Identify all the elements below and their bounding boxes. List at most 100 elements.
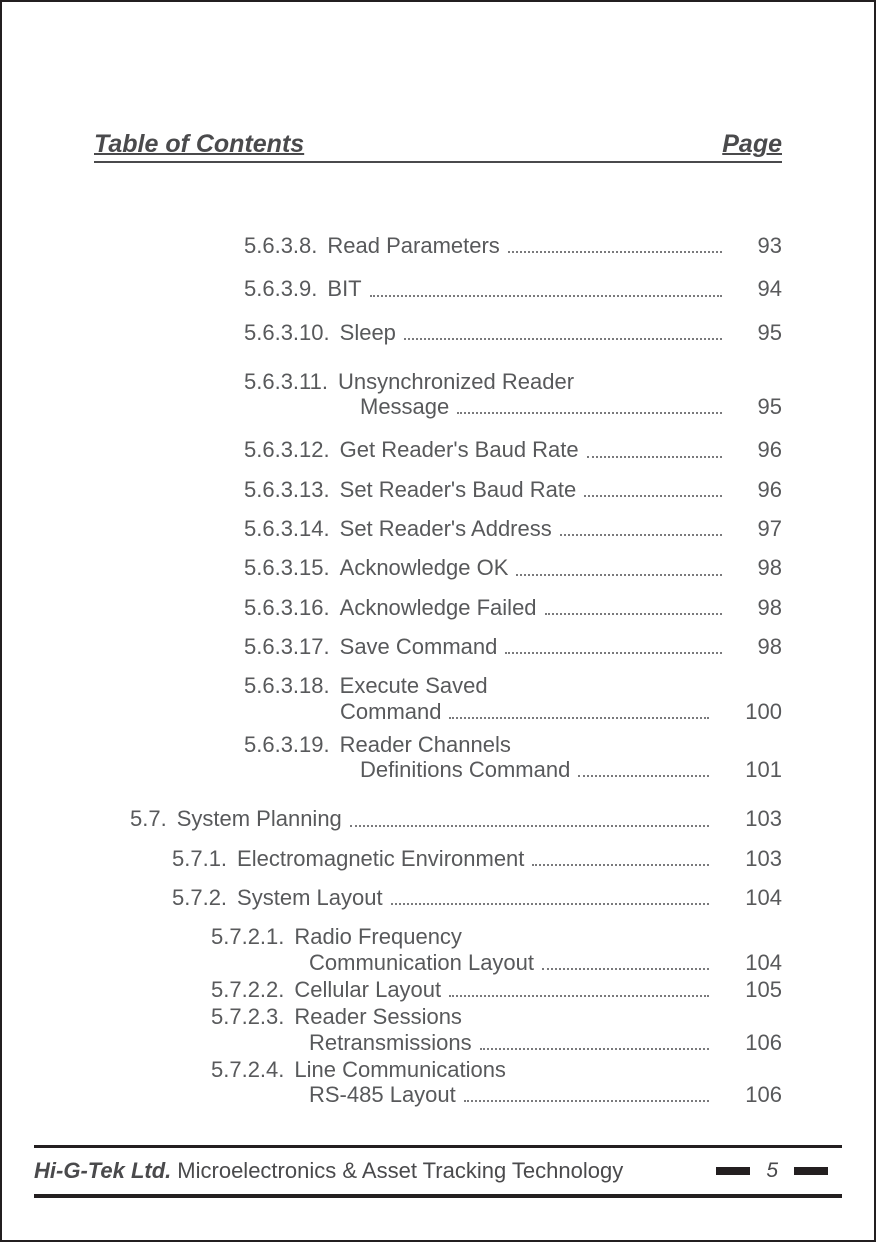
toc-entry-title-cont: Message bbox=[360, 394, 453, 419]
toc-entry-page: 97 bbox=[728, 516, 782, 541]
toc-entry-page: 93 bbox=[728, 233, 782, 258]
toc-entry-title: BIT bbox=[327, 276, 365, 301]
toc-entry-page: 101 bbox=[715, 757, 782, 782]
toc-entry: 5.7.System Planning 103 bbox=[94, 806, 782, 831]
toc-entry-title: Reader Sessions bbox=[294, 1004, 462, 1029]
toc-leader bbox=[480, 1048, 710, 1050]
toc-entry: 5.7.1.Electromagnetic Environment103 bbox=[94, 846, 782, 871]
toc-entry-title: Acknowledge OK bbox=[340, 555, 513, 580]
toc-entry: 5.6.3.8.Read Parameters93 bbox=[94, 233, 782, 258]
toc-entry-title: Read Parameters bbox=[327, 233, 503, 258]
toc-entry-page: 96 bbox=[728, 477, 782, 502]
toc-entry-title: Line Communications bbox=[294, 1057, 506, 1082]
toc-entry-number: 5.7.2.2. bbox=[211, 977, 294, 1002]
content-area: Table of Contents Page 5.6.3.8.Read Para… bbox=[94, 130, 782, 1109]
toc-entry-page: 95 bbox=[728, 320, 782, 345]
toc-entry-page: 103 bbox=[715, 846, 782, 871]
toc-entry: 5.6.3.19.Reader ChannelsDefinitions Comm… bbox=[94, 732, 782, 783]
toc-entry-title: Reader Channels bbox=[340, 732, 511, 757]
toc-entry-title: Execute Saved bbox=[340, 673, 488, 698]
toc-page-label: Page bbox=[722, 130, 782, 159]
toc-entry-number: 5.7.2.1. bbox=[211, 924, 294, 949]
toc-entry-page: 100 bbox=[715, 699, 782, 724]
toc-entry: 5.6.3.13.Set Reader's Baud Rate 96 bbox=[94, 477, 782, 502]
toc-entry-page: 96 bbox=[728, 437, 782, 462]
toc-entry-number: 5.6.3.10. bbox=[244, 320, 340, 345]
toc-leader bbox=[584, 495, 721, 497]
toc-leader bbox=[542, 968, 709, 970]
toc-entries: 5.6.3.8.Read Parameters935.6.3.9.BIT945.… bbox=[94, 233, 782, 1107]
footer-page-number: 5 bbox=[764, 1159, 780, 1183]
footer-line: Hi-G-Tek Ltd. Microelectronics & Asset T… bbox=[34, 1158, 842, 1184]
toc-entry-title: Sleep bbox=[340, 320, 400, 345]
toc-entry-title: Set Reader's Address bbox=[340, 516, 556, 541]
footer-rule-top bbox=[34, 1145, 842, 1148]
toc-entry-title: Radio Frequency bbox=[294, 924, 462, 949]
toc-entry-number: 5.6.3.15. bbox=[244, 555, 340, 580]
toc-entry: 5.7.2.2.Cellular Layout 105 bbox=[94, 977, 782, 1002]
toc-entry: 5.7.2.System Layout104 bbox=[94, 885, 782, 910]
toc-entry: 5.7.2.3.Reader SessionsRetransmissions 10… bbox=[94, 1004, 782, 1055]
toc-entry: 5.7.2.4.Line CommunicationsRS-485 Layout… bbox=[94, 1057, 782, 1108]
document-page: Table of Contents Page 5.6.3.8.Read Para… bbox=[0, 0, 876, 1242]
toc-entry-number: 5.6.3.14. bbox=[244, 516, 340, 541]
footer-bar-left bbox=[716, 1167, 750, 1175]
toc-entry: 5.6.3.16.Acknowledge Failed 98 bbox=[94, 595, 782, 620]
toc-entry-title: Cellular Layout bbox=[294, 977, 445, 1002]
toc-entry-number: 5.6.3.16. bbox=[244, 595, 340, 620]
toc-entry-page: 104 bbox=[715, 950, 782, 975]
footer: Hi-G-Tek Ltd. Microelectronics & Asset T… bbox=[34, 1145, 842, 1198]
toc-entry: 5.6.3.14.Set Reader's Address 97 bbox=[94, 516, 782, 541]
toc-entry-page: 105 bbox=[715, 977, 782, 1002]
toc-leader bbox=[350, 825, 709, 827]
toc-entry-title: System Layout bbox=[237, 885, 387, 910]
toc-leader bbox=[587, 456, 722, 458]
toc-title: Table of Contents bbox=[94, 130, 304, 159]
toc-leader bbox=[464, 1100, 710, 1102]
toc-entry-title-cont: RS-485 Layout bbox=[309, 1082, 460, 1107]
toc-entry-number: 5.6.3.17. bbox=[244, 634, 340, 659]
toc-entry: 5.6.3.10.Sleep 95 bbox=[94, 320, 782, 345]
footer-rule-bottom bbox=[34, 1194, 842, 1198]
toc-leader bbox=[370, 295, 722, 297]
toc-entry-title: Set Reader's Baud Rate bbox=[340, 477, 581, 502]
toc-entry: 5.6.3.9.BIT94 bbox=[94, 276, 782, 301]
toc-entry-page: 98 bbox=[728, 555, 782, 580]
toc-leader bbox=[449, 717, 709, 719]
toc-entry-page: 95 bbox=[728, 394, 782, 419]
toc-entry-title: Acknowledge Failed bbox=[340, 595, 541, 620]
toc-entry-title-cont: Definitions Command bbox=[360, 757, 574, 782]
toc-entry-number: 5.6.3.13. bbox=[244, 477, 340, 502]
footer-bar-right bbox=[794, 1167, 828, 1175]
toc-entry-number: 5.6.3.11. bbox=[244, 369, 338, 394]
toc-entry-page: 106 bbox=[715, 1082, 782, 1107]
toc-entry-title-cont: Retransmissions bbox=[309, 1030, 476, 1055]
toc-entry-number: 5.7.2.3. bbox=[211, 1004, 294, 1029]
toc-entry-title: Electromagnetic Environment bbox=[237, 846, 528, 871]
toc-leader bbox=[516, 574, 721, 576]
toc-entry-page: 106 bbox=[715, 1030, 782, 1055]
toc-entry: 5.6.3.18.Execute SavedCommand100 bbox=[94, 673, 782, 724]
toc-leader bbox=[532, 864, 709, 866]
toc-leader bbox=[545, 613, 722, 615]
toc-entry: 5.6.3.11.Unsynchronized ReaderMessage 95 bbox=[94, 369, 782, 420]
toc-entry-page: 103 bbox=[715, 806, 782, 831]
toc-leader bbox=[391, 903, 710, 905]
toc-entry-title: Get Reader's Baud Rate bbox=[340, 437, 583, 462]
toc-leader bbox=[457, 412, 721, 414]
toc-leader bbox=[505, 652, 721, 654]
toc-entry-title: System Planning bbox=[177, 806, 346, 831]
toc-entry: 5.6.3.15.Acknowledge OK 98 bbox=[94, 555, 782, 580]
toc-entry-number: 5.6.3.12. bbox=[244, 437, 340, 462]
toc-entry-title-cont: Command bbox=[340, 699, 445, 724]
toc-header: Table of Contents Page bbox=[94, 130, 782, 163]
footer-company: Hi-G-Tek Ltd. bbox=[34, 1158, 177, 1184]
toc-entry-number: 5.7. bbox=[130, 806, 177, 831]
toc-entry-page: 98 bbox=[728, 595, 782, 620]
toc-entry-title: Unsynchronized Reader bbox=[338, 369, 574, 394]
toc-leader bbox=[404, 338, 722, 340]
toc-entry-number: 5.7.2. bbox=[172, 885, 237, 910]
footer-tagline: Microelectronics & Asset Tracking Techno… bbox=[177, 1158, 702, 1184]
toc-entry-number: 5.7.2.4. bbox=[211, 1057, 294, 1082]
toc-entry-title-cont: Communication Layout bbox=[309, 950, 538, 975]
